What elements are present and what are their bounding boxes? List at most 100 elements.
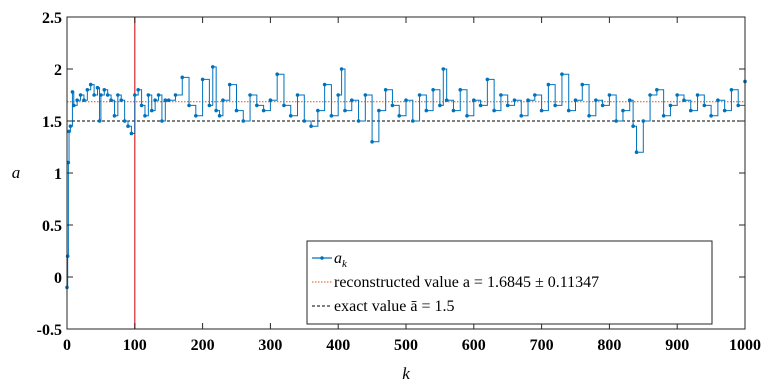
- legend-box: [306, 240, 713, 325]
- x-tick-label: 300: [258, 337, 282, 354]
- series-ak-point: [126, 124, 130, 128]
- series-ak-point: [217, 114, 222, 118]
- series-ak-point: [146, 93, 151, 97]
- series-ak-point: [505, 103, 510, 108]
- series-ak-point: [92, 93, 96, 97]
- y-tick-label: 1.5: [42, 114, 62, 131]
- series-ak-point: [221, 98, 225, 102]
- series-ak-point: [465, 114, 469, 118]
- series-ak-point: [709, 114, 713, 118]
- series-ak-point: [573, 98, 578, 102]
- series-ak-point: [75, 98, 79, 102]
- series-ak-point: [370, 140, 374, 144]
- series-ak-point: [655, 88, 659, 92]
- series-ak-point: [383, 88, 388, 92]
- series-ak-point: [641, 119, 646, 123]
- series-ak-point: [404, 98, 408, 102]
- series-ak-point: [173, 93, 178, 97]
- series-ak-point: [70, 90, 75, 94]
- series-ak-point: [136, 88, 140, 92]
- series-ak-point: [194, 114, 198, 118]
- x-tick-label: 200: [191, 337, 215, 354]
- series-ak-point: [661, 114, 666, 118]
- series-ak-point: [143, 114, 147, 118]
- series-ak-point: [438, 103, 442, 108]
- series-ak-point: [485, 77, 490, 82]
- series-ak-point: [553, 103, 557, 108]
- series-ak-point: [116, 93, 120, 97]
- series-ak-point: [241, 119, 246, 123]
- series-ak-point: [149, 108, 154, 113]
- y-tick-label: 0.5: [42, 218, 62, 235]
- series-ak-point: [163, 98, 168, 102]
- series-ak-point: [288, 114, 293, 118]
- legend: ak reconstructed value a = 1.6845 ± 0.11…: [306, 240, 713, 325]
- series-ak-point: [356, 119, 361, 123]
- y-tick-label: 0: [54, 270, 62, 287]
- series-ak-point: [729, 88, 734, 92]
- y-axis-label: a: [12, 163, 21, 182]
- tick-labels: 0 100 200 300 400 500 600 700 800 900 1000-0.500.5…: [37, 10, 761, 354]
- series-ak-point: [67, 129, 71, 134]
- series-ak-point: [695, 93, 700, 97]
- series-ak-point: [85, 88, 90, 92]
- x-tick-label: 0: [63, 337, 71, 354]
- series-ak-point: [526, 98, 530, 102]
- x-tick-label: 900: [665, 337, 689, 354]
- series-ak-point: [255, 103, 259, 108]
- series-ak-point: [295, 93, 300, 97]
- series-ak-point: [166, 98, 171, 102]
- series-ak-point: [600, 103, 605, 108]
- series-ak-point: [180, 75, 185, 80]
- series-ak-point: [105, 93, 110, 97]
- y-tick-label: 1: [54, 166, 62, 183]
- series-ak-point: [95, 85, 100, 90]
- series-ak-point: [631, 124, 635, 128]
- series-ak-point: [139, 103, 144, 108]
- series-ak-point: [349, 98, 354, 102]
- series-ak-point: [282, 103, 286, 108]
- plot-content: [65, 17, 747, 329]
- legend-label-ak-main: a: [334, 250, 342, 267]
- series-ak-point: [377, 108, 381, 113]
- series-ak-point: [472, 98, 476, 102]
- legend-label-ak: ak: [334, 250, 348, 270]
- series-ak-point: [322, 82, 327, 87]
- series-ak-point: [682, 98, 686, 102]
- legend-marker-ak: [320, 256, 324, 260]
- series-ak-point: [187, 103, 191, 108]
- series-ak-point: [397, 114, 402, 118]
- series-ak-point: [478, 103, 483, 108]
- legend-label-reconstructed: reconstructed value a = 1.6845 ± 0.11347: [334, 274, 599, 291]
- series-ak-point: [214, 108, 218, 113]
- series-ak-point: [587, 114, 591, 118]
- series-ak-point: [499, 93, 503, 97]
- series-ak-point: [153, 98, 157, 102]
- series-ak-point: [614, 119, 618, 123]
- series-ak-point: [343, 108, 347, 113]
- series-ak-point: [417, 93, 422, 97]
- series-ak-point: [594, 98, 598, 102]
- series-ak-point: [248, 93, 252, 97]
- series-ak-line: [67, 66, 746, 288]
- series-ak-point: [309, 124, 313, 128]
- series-ak-point: [102, 88, 107, 92]
- series-ak-point: [560, 72, 564, 76]
- y-tick-label: -0.5: [37, 322, 62, 339]
- legend-label-exact: exact value ā = 1.5: [334, 298, 455, 315]
- x-tick-label: 700: [530, 337, 554, 354]
- series-ak-point: [119, 98, 124, 102]
- series-ak-point: [68, 124, 73, 128]
- x-tick-label: 100: [123, 337, 147, 354]
- series-ak-point: [160, 119, 164, 123]
- series-ak-point: [716, 98, 720, 102]
- series-ak-point: [444, 98, 449, 102]
- series-ak-point: [122, 119, 127, 123]
- series-ak-point: [492, 108, 496, 113]
- legend-label-ak-sub: k: [342, 258, 348, 270]
- series-ak-point: [431, 88, 435, 92]
- series-ak-point: [668, 103, 673, 108]
- series-ak-point: [261, 108, 266, 113]
- series-ak-point: [519, 114, 524, 118]
- series-ak-point: [675, 93, 679, 97]
